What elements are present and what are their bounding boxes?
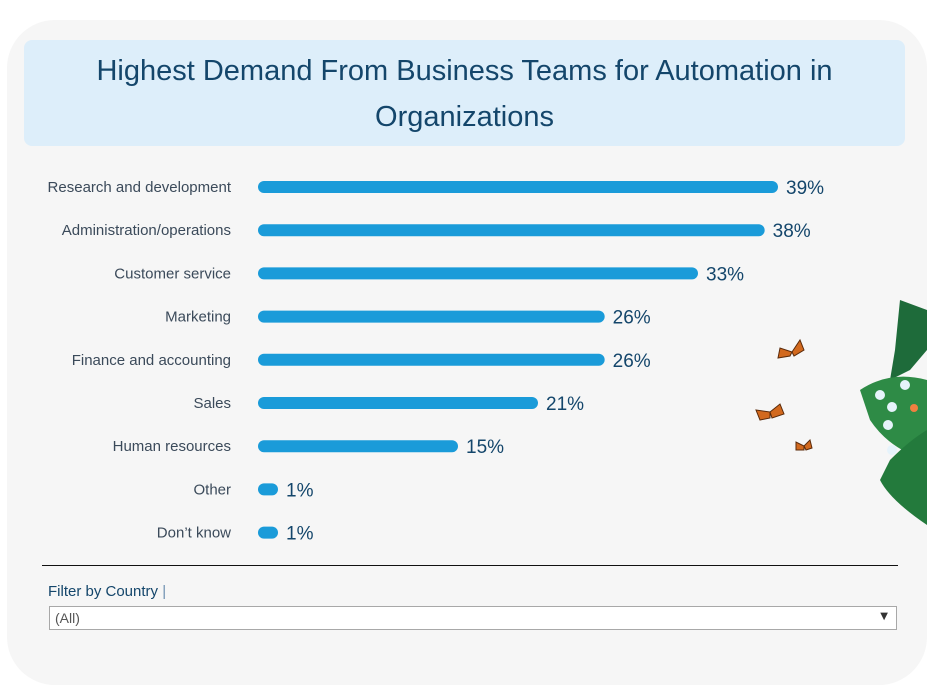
butterfly-icon xyxy=(795,439,813,451)
chart-title: Highest Demand From Business Teams for A… xyxy=(96,55,833,133)
data-label: 1% xyxy=(286,480,314,501)
data-label: 21% xyxy=(546,394,584,415)
bar[interactable] xyxy=(258,440,458,453)
category-label: Sales xyxy=(193,395,231,412)
data-label: 15% xyxy=(466,437,504,458)
data-label: 33% xyxy=(706,264,744,285)
title-banner xyxy=(24,40,905,146)
filter-label: Filter by Country | xyxy=(48,583,166,600)
category-label: Finance and accounting xyxy=(72,352,231,369)
category-label: Human resources xyxy=(113,438,231,455)
filter-label-text: Filter by Country xyxy=(48,583,159,600)
category-label: Customer service xyxy=(114,265,231,282)
data-label: 39% xyxy=(786,178,824,199)
bar[interactable] xyxy=(258,526,278,539)
bar[interactable] xyxy=(258,310,605,323)
category-label: Don’t know xyxy=(157,525,231,542)
bar[interactable] xyxy=(258,397,538,409)
data-label: 26% xyxy=(613,351,651,372)
category-label: Other xyxy=(193,481,231,498)
data-label: 26% xyxy=(613,308,651,329)
plant-icon xyxy=(860,300,927,525)
chevron-down-icon[interactable]: ▼ xyxy=(880,611,888,622)
bar[interactable] xyxy=(258,181,778,193)
butterfly-icon xyxy=(777,338,805,359)
data-label: 1% xyxy=(286,524,314,545)
category-label: Administration/operations xyxy=(62,222,231,239)
filter-label-separator: | xyxy=(162,583,167,600)
bar[interactable] xyxy=(258,224,765,237)
bar[interactable] xyxy=(258,267,698,280)
bar[interactable] xyxy=(258,483,278,496)
bar[interactable] xyxy=(258,353,605,366)
category-label: Research and development xyxy=(48,179,232,196)
category-label: Marketing xyxy=(165,309,231,326)
butterflies-and-plants-decoration xyxy=(755,300,927,525)
bar-chart: Research and development 39% Administratio… xyxy=(48,178,825,545)
data-label: 38% xyxy=(773,221,811,242)
divider xyxy=(42,565,898,566)
country-filter-dropdown[interactable]: (All) ▼ xyxy=(49,606,897,630)
country-filter-value: (All) xyxy=(55,610,80,626)
butterfly-icon xyxy=(755,403,785,421)
